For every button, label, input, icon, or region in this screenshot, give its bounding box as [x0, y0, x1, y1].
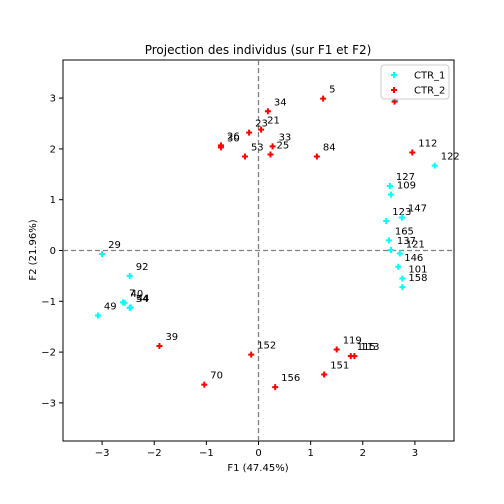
y-axis-label: F2 (21.96%) — [28, 219, 39, 280]
data-point-ctr-1 — [94, 312, 101, 319]
point-label: 123 — [392, 207, 411, 218]
point-label: 7 — [129, 288, 135, 299]
data-point-ctr-1 — [431, 162, 438, 169]
point-label: 49 — [104, 302, 117, 313]
point-label: 165 — [395, 226, 414, 237]
point-label: 122 — [441, 152, 460, 163]
data-point-ctr-2 — [156, 343, 163, 350]
reference-lines — [63, 60, 454, 441]
data-point-ctr-2 — [313, 153, 320, 160]
data-point-ctr-2 — [351, 353, 358, 360]
point-label: 39 — [165, 332, 178, 343]
point-label: 109 — [397, 181, 416, 192]
data-point-ctr-2 — [201, 381, 208, 388]
data-point-ctr-1 — [399, 275, 406, 282]
point-label: 121 — [406, 240, 425, 251]
data-point-ctr-2 — [241, 153, 248, 160]
data-point-ctr-2 — [248, 351, 255, 358]
y-tick-label: −3 — [41, 398, 56, 409]
data-point-ctr-2 — [267, 151, 274, 158]
y-tick-label: 2 — [50, 144, 56, 155]
point-label: 146 — [404, 253, 423, 264]
legend-box — [380, 64, 450, 100]
data-point-ctr-2 — [409, 149, 416, 156]
data-point-ctr-2 — [269, 143, 276, 150]
x-tick-label: −1 — [199, 448, 214, 459]
legend-label: CTR_2 — [414, 86, 445, 97]
point-label: 44 — [137, 293, 150, 304]
point-label: 34 — [274, 97, 287, 108]
point-label: 30 — [227, 133, 240, 144]
data-point-ctr-1 — [398, 214, 405, 221]
point-label: 33 — [279, 132, 292, 143]
data-point-ctr-2 — [246, 129, 253, 136]
point-label: 29 — [108, 240, 121, 251]
point-label: 25 — [276, 140, 289, 151]
data-point-ctr-2 — [264, 108, 271, 115]
data-point-ctr-1 — [386, 182, 393, 189]
data-point-ctr-2 — [321, 371, 328, 378]
point-label: 5 — [329, 85, 335, 96]
data-point-ctr-1 — [119, 299, 126, 306]
point-label: 40 — [131, 289, 144, 300]
data-point-ctr-2 — [320, 95, 327, 102]
point-label: 152 — [257, 341, 276, 352]
point-label: 53 — [251, 143, 264, 154]
legend: CTR_1 CTR_2 — [380, 64, 450, 100]
data-point-ctr-1 — [385, 237, 392, 244]
data-point-ctr-1 — [387, 191, 394, 198]
point-label: 112 — [418, 138, 437, 149]
x-tick-label: −2 — [147, 448, 162, 459]
y-tick-label: −2 — [41, 348, 56, 359]
data-point-ctr-1 — [126, 272, 133, 279]
x-tick-label: 3 — [412, 448, 418, 459]
point-label: 26 — [227, 131, 240, 142]
point-label: 151 — [330, 360, 349, 371]
point-label: 92 — [136, 262, 149, 273]
data-point-ctr-2 — [258, 126, 265, 133]
point-label: 101 — [408, 264, 427, 275]
data-point-ctr-1 — [396, 250, 403, 257]
point-label: 156 — [281, 373, 300, 384]
data-point-ctr-1 — [99, 251, 106, 258]
y-tick-label: 1 — [50, 195, 56, 206]
point-label: 119 — [343, 336, 362, 347]
data-point-ctr-1 — [127, 304, 134, 311]
chart-title: Projection des individus (sur F1 et F2) — [145, 43, 372, 57]
legend-marker — [391, 72, 397, 78]
point-label: 158 — [408, 273, 427, 284]
y-tick-label: 0 — [50, 246, 56, 257]
point-label: 23 — [255, 119, 268, 130]
point-label: 147 — [408, 203, 427, 214]
data-point-ctr-1 — [383, 218, 390, 225]
y-tick-label: 3 — [50, 94, 56, 105]
legend-marker — [391, 87, 397, 93]
point-label: 115 — [357, 342, 376, 353]
x-tick-label: 1 — [307, 448, 313, 459]
point-label: 137 — [397, 236, 416, 247]
legend-label: CTR_1 — [414, 71, 445, 82]
point-label: 113 — [360, 342, 379, 353]
data-point-ctr-1 — [395, 263, 402, 270]
point-label: 84 — [323, 143, 336, 154]
point-label: 21 — [267, 116, 280, 127]
data-point-ctr-2 — [272, 384, 279, 391]
y-tick-label: −1 — [41, 297, 56, 308]
point-label: 127 — [396, 172, 415, 183]
x-tick-label: −3 — [95, 448, 110, 459]
x-tick-label: 0 — [255, 448, 261, 459]
data-point-ctr-1 — [399, 284, 406, 291]
point-label: 70 — [210, 371, 223, 382]
data-point-ctr-2 — [217, 144, 224, 151]
data-point-ctr-2 — [333, 346, 340, 353]
data-points: 1661221271091231471651371211461011582992… — [94, 85, 460, 391]
x-axis-label: F1 (47.45%) — [227, 463, 288, 474]
x-tick-label: 2 — [360, 448, 366, 459]
point-label: 54 — [136, 294, 149, 305]
data-point-ctr-2 — [391, 98, 398, 105]
data-point-ctr-1 — [387, 246, 394, 253]
